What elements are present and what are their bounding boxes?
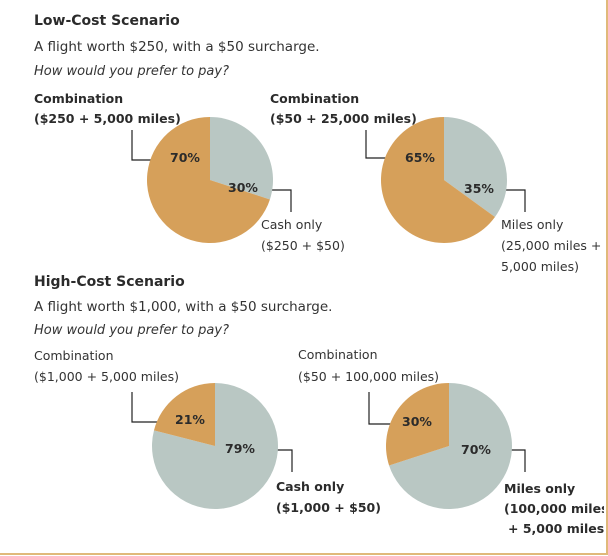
chart3-cash-label: Cash only xyxy=(276,479,344,494)
chart2-miles-label: Miles only xyxy=(501,217,564,232)
pie2-other-percent: 35% xyxy=(464,181,494,196)
low-cost-question: How would you prefer to pay? xyxy=(34,64,229,79)
bottom-border xyxy=(0,553,608,555)
low-cost-title: Low-Cost Scenario xyxy=(34,13,180,29)
pie3-combination-percent: 21% xyxy=(175,412,205,427)
pie3-other-percent: 79% xyxy=(225,441,255,456)
chart1-combination-label: Combination xyxy=(34,91,123,106)
high-cost-description: A flight worth $1,000, with a $50 surcha… xyxy=(34,299,332,315)
pie4-combination-percent: 30% xyxy=(402,414,432,429)
chart4-miles-label: Miles only xyxy=(504,481,575,496)
pie3-combination-slice xyxy=(153,383,215,446)
pie1-combination-slice xyxy=(147,117,270,243)
high-cost-question: How would you prefer to pay? xyxy=(34,323,229,338)
pie2-combination-percent: 65% xyxy=(405,150,435,165)
pie4-other-percent: 70% xyxy=(461,442,491,457)
chart4-miles-detail: (100,000 miles xyxy=(504,501,604,516)
chart3-combination-label: Combination xyxy=(34,348,114,363)
chart1-cash-detail: ($250 + $50) xyxy=(261,238,345,253)
chart3-cash-detail: ($1,000 + $50) xyxy=(276,500,381,515)
high-cost-title: High-Cost Scenario xyxy=(34,274,185,290)
pie1-other-percent: 30% xyxy=(228,180,258,195)
chart4-combination-detail: ($50 + 100,000 miles) xyxy=(298,369,439,384)
pie-group: 70% 30% 65% 35% 21% 79% 30% 70% xyxy=(147,117,513,510)
chart4-combination-label: Combination xyxy=(298,347,378,362)
right-border xyxy=(606,0,608,555)
pie2-other-slice xyxy=(444,117,508,218)
pie1-combination-percent: 70% xyxy=(170,150,200,165)
pie2-combination-slice xyxy=(381,117,495,243)
pie1-other-slice xyxy=(210,117,273,200)
low-cost-description: A flight worth $250, with a $50 surcharg… xyxy=(34,39,320,55)
chart4-miles-detail-2: + 5,000 miles) xyxy=(508,521,604,536)
chart2-miles-detail-2: 5,000 miles) xyxy=(501,259,579,274)
chart2-combination-label: Combination xyxy=(270,91,359,106)
chart3-combination-detail: ($1,000 + 5,000 miles) xyxy=(34,369,179,384)
chart1-cash-label: Cash only xyxy=(261,217,323,232)
chart2-miles-detail: (25,000 miles + xyxy=(501,238,601,253)
pie4-combination-slice xyxy=(386,383,449,466)
chart3-combination-leader xyxy=(131,392,165,423)
chart1-combination-detail: ($250 + 5,000 miles) xyxy=(34,111,181,126)
pie4-other-slice xyxy=(389,383,513,510)
chart2-combination-detail: ($50 + 25,000 miles) xyxy=(270,111,417,126)
